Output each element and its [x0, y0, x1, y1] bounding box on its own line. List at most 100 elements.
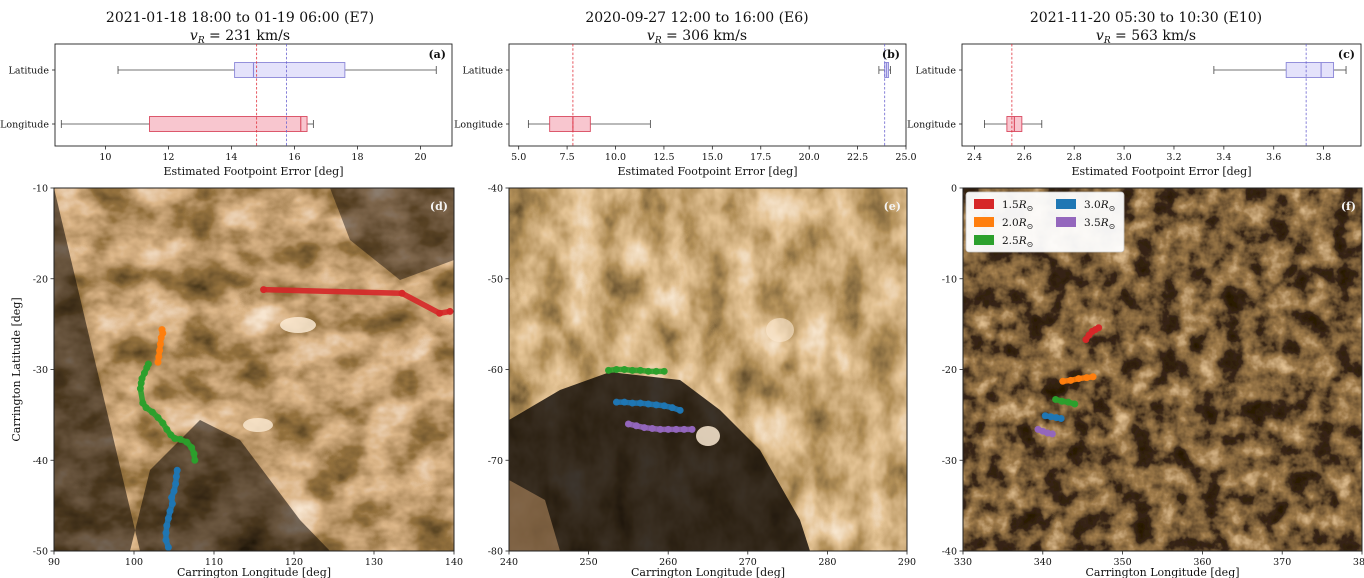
category-label-latitude: Latitude	[9, 66, 50, 77]
ytick-label: -30	[33, 365, 48, 376]
xtick-label: 370	[1273, 557, 1291, 568]
x-axis-label-e: Carrington Longitude [deg]	[631, 566, 785, 578]
legend-label-s30: 3.0R⊙	[1084, 199, 1115, 213]
category-label-latitude: Latitude	[463, 66, 504, 77]
xtick-label: 10	[99, 152, 111, 163]
xtick-label: 330	[954, 557, 972, 568]
boxplot-panel-a: Latitude Longitude 10 12 14 16 18 20 Estimated F…	[0, 43, 453, 178]
overlay-f: 330 340 350 360 370 380 -40 -30 -20 -10 0 Carringto…	[942, 184, 1364, 578]
x-axis-label-b: Estimated Footpoint Error [deg]	[617, 165, 797, 178]
legend-label-s25: 2.5R⊙	[1002, 235, 1033, 249]
box-longitude	[549, 116, 591, 132]
ytick-label: -20	[33, 274, 48, 285]
title-b-line1: 2020-09-27 12:00 to 16:00 (E6)	[585, 10, 808, 26]
scatter-point-s15	[1095, 324, 1103, 332]
xtick-label: 3.2	[1166, 152, 1181, 163]
trail-segment-s15	[260, 286, 405, 297]
ytick-label: -50	[33, 547, 48, 558]
legend-swatch-s25	[974, 235, 994, 245]
ytick-label: -60	[488, 365, 503, 376]
xtick-label: 7.5	[560, 152, 575, 163]
xtick-label: 120	[285, 557, 303, 568]
xtick-label: 280	[818, 557, 836, 568]
bright-region-e	[509, 480, 560, 551]
ytick-label: -10	[33, 184, 48, 195]
xtick-label: 2.4	[967, 152, 982, 163]
category-label-latitude: Latitude	[916, 66, 957, 77]
scatter-point-s15	[446, 307, 454, 315]
legend-swatch-s35	[1056, 217, 1076, 227]
ytick-label: 0	[951, 184, 957, 195]
xtick-label: 3.8	[1316, 152, 1331, 163]
boxplot-panel-b: Latitude Longitude 5.0 7.5 10.0 12.5 15.0 17.5 2…	[454, 43, 917, 178]
scatter-point-s25	[660, 367, 668, 375]
axes-frame-c	[961, 43, 1362, 147]
category-label-longitude: Longitude	[0, 120, 49, 131]
ytick-label: -80	[488, 547, 503, 558]
title-c-line2: vR = 563 km/s	[1096, 28, 1196, 46]
xtick-label: 20.0	[799, 152, 820, 163]
legend: 1.5R⊙ 2.0R⊙ 2.5R⊙ 3.0R⊙ 3.5R⊙	[965, 191, 1125, 253]
xtick-label: 270	[739, 557, 757, 568]
xtick-label: 100	[125, 557, 143, 568]
xtick-label: 16	[288, 152, 300, 163]
xtick-label: 22.5	[847, 152, 868, 163]
xtick-label: 3.4	[1216, 152, 1231, 163]
xtick-label: 25.0	[895, 152, 916, 163]
xtick-label: 110	[205, 557, 223, 568]
y-axis-label-d: Carrington Latitude [deg]	[10, 297, 23, 441]
xtick-label: 250	[580, 557, 598, 568]
ytick-label: -40	[488, 184, 503, 195]
xtick-label: 340	[1034, 557, 1052, 568]
panel-label-c: (c)	[1338, 48, 1355, 61]
scatter-point-s35	[1048, 430, 1056, 438]
bright-patch-e2	[766, 318, 794, 342]
xtick-label: 14	[225, 152, 237, 163]
ytick-label: -30	[942, 456, 957, 467]
legend-label-s15: 1.5R⊙	[1002, 199, 1033, 213]
ytick-label: -50	[488, 274, 503, 285]
legend-label-s20: 2.0R⊙	[1002, 217, 1033, 231]
scatter-point-s35	[688, 425, 696, 433]
bright-patch-e1	[696, 426, 720, 446]
dark-region-d	[54, 188, 330, 551]
xtick-label: 20	[414, 152, 426, 163]
title-c: 2021-11-20 05:30 to 10:30 (E10) vR = 563…	[1030, 10, 1262, 46]
map-panel-e	[509, 188, 907, 551]
scatter-point-s20	[154, 358, 162, 366]
scatter-point-s30	[676, 406, 684, 414]
x-axis-label-d: Carrington Longitude [deg]	[177, 566, 331, 578]
bright-patch-d1	[280, 317, 316, 333]
box-latitude	[234, 62, 346, 78]
scatter-point-s20	[1089, 373, 1097, 381]
xtick-label: 5.0	[511, 152, 526, 163]
x-axis-label-f: Carrington Longitude [deg]	[1085, 566, 1239, 578]
xtick-label: 380	[1353, 557, 1364, 568]
trail-segment-s15	[399, 290, 443, 316]
xtick-label: 350	[1114, 557, 1132, 568]
xtick-label: 240	[500, 557, 518, 568]
dark-region-d2	[330, 188, 454, 280]
xtick-label: 3.6	[1266, 152, 1281, 163]
title-a: 2021-01-18 18:00 to 01-19 06:00 (E7) vR …	[106, 10, 374, 46]
xtick-label: 260	[659, 557, 677, 568]
x-axis-label-a: Estimated Footpoint Error [deg]	[163, 165, 343, 178]
xtick-label: 10.0	[605, 152, 626, 163]
panel-label-e: (e)	[884, 200, 901, 213]
xtick-label: 2.8	[1067, 152, 1082, 163]
legend-swatch-s20	[974, 217, 994, 227]
map-panel-d	[54, 188, 454, 551]
legend-swatch-s30	[1056, 199, 1076, 209]
xtick-label: 12.5	[653, 152, 674, 163]
xtick-label: 12	[162, 152, 174, 163]
xtick-label: 360	[1193, 557, 1211, 568]
ytick-label: -70	[488, 456, 503, 467]
legend-frame	[965, 191, 1125, 253]
xtick-label: 90	[48, 557, 60, 568]
ytick-label: -40	[942, 547, 957, 558]
xtick-label: 140	[445, 557, 463, 568]
xtick-label: 290	[898, 557, 916, 568]
legend-label-s35: 3.5R⊙	[1084, 217, 1115, 231]
xtick-label: 2.6	[1017, 152, 1032, 163]
